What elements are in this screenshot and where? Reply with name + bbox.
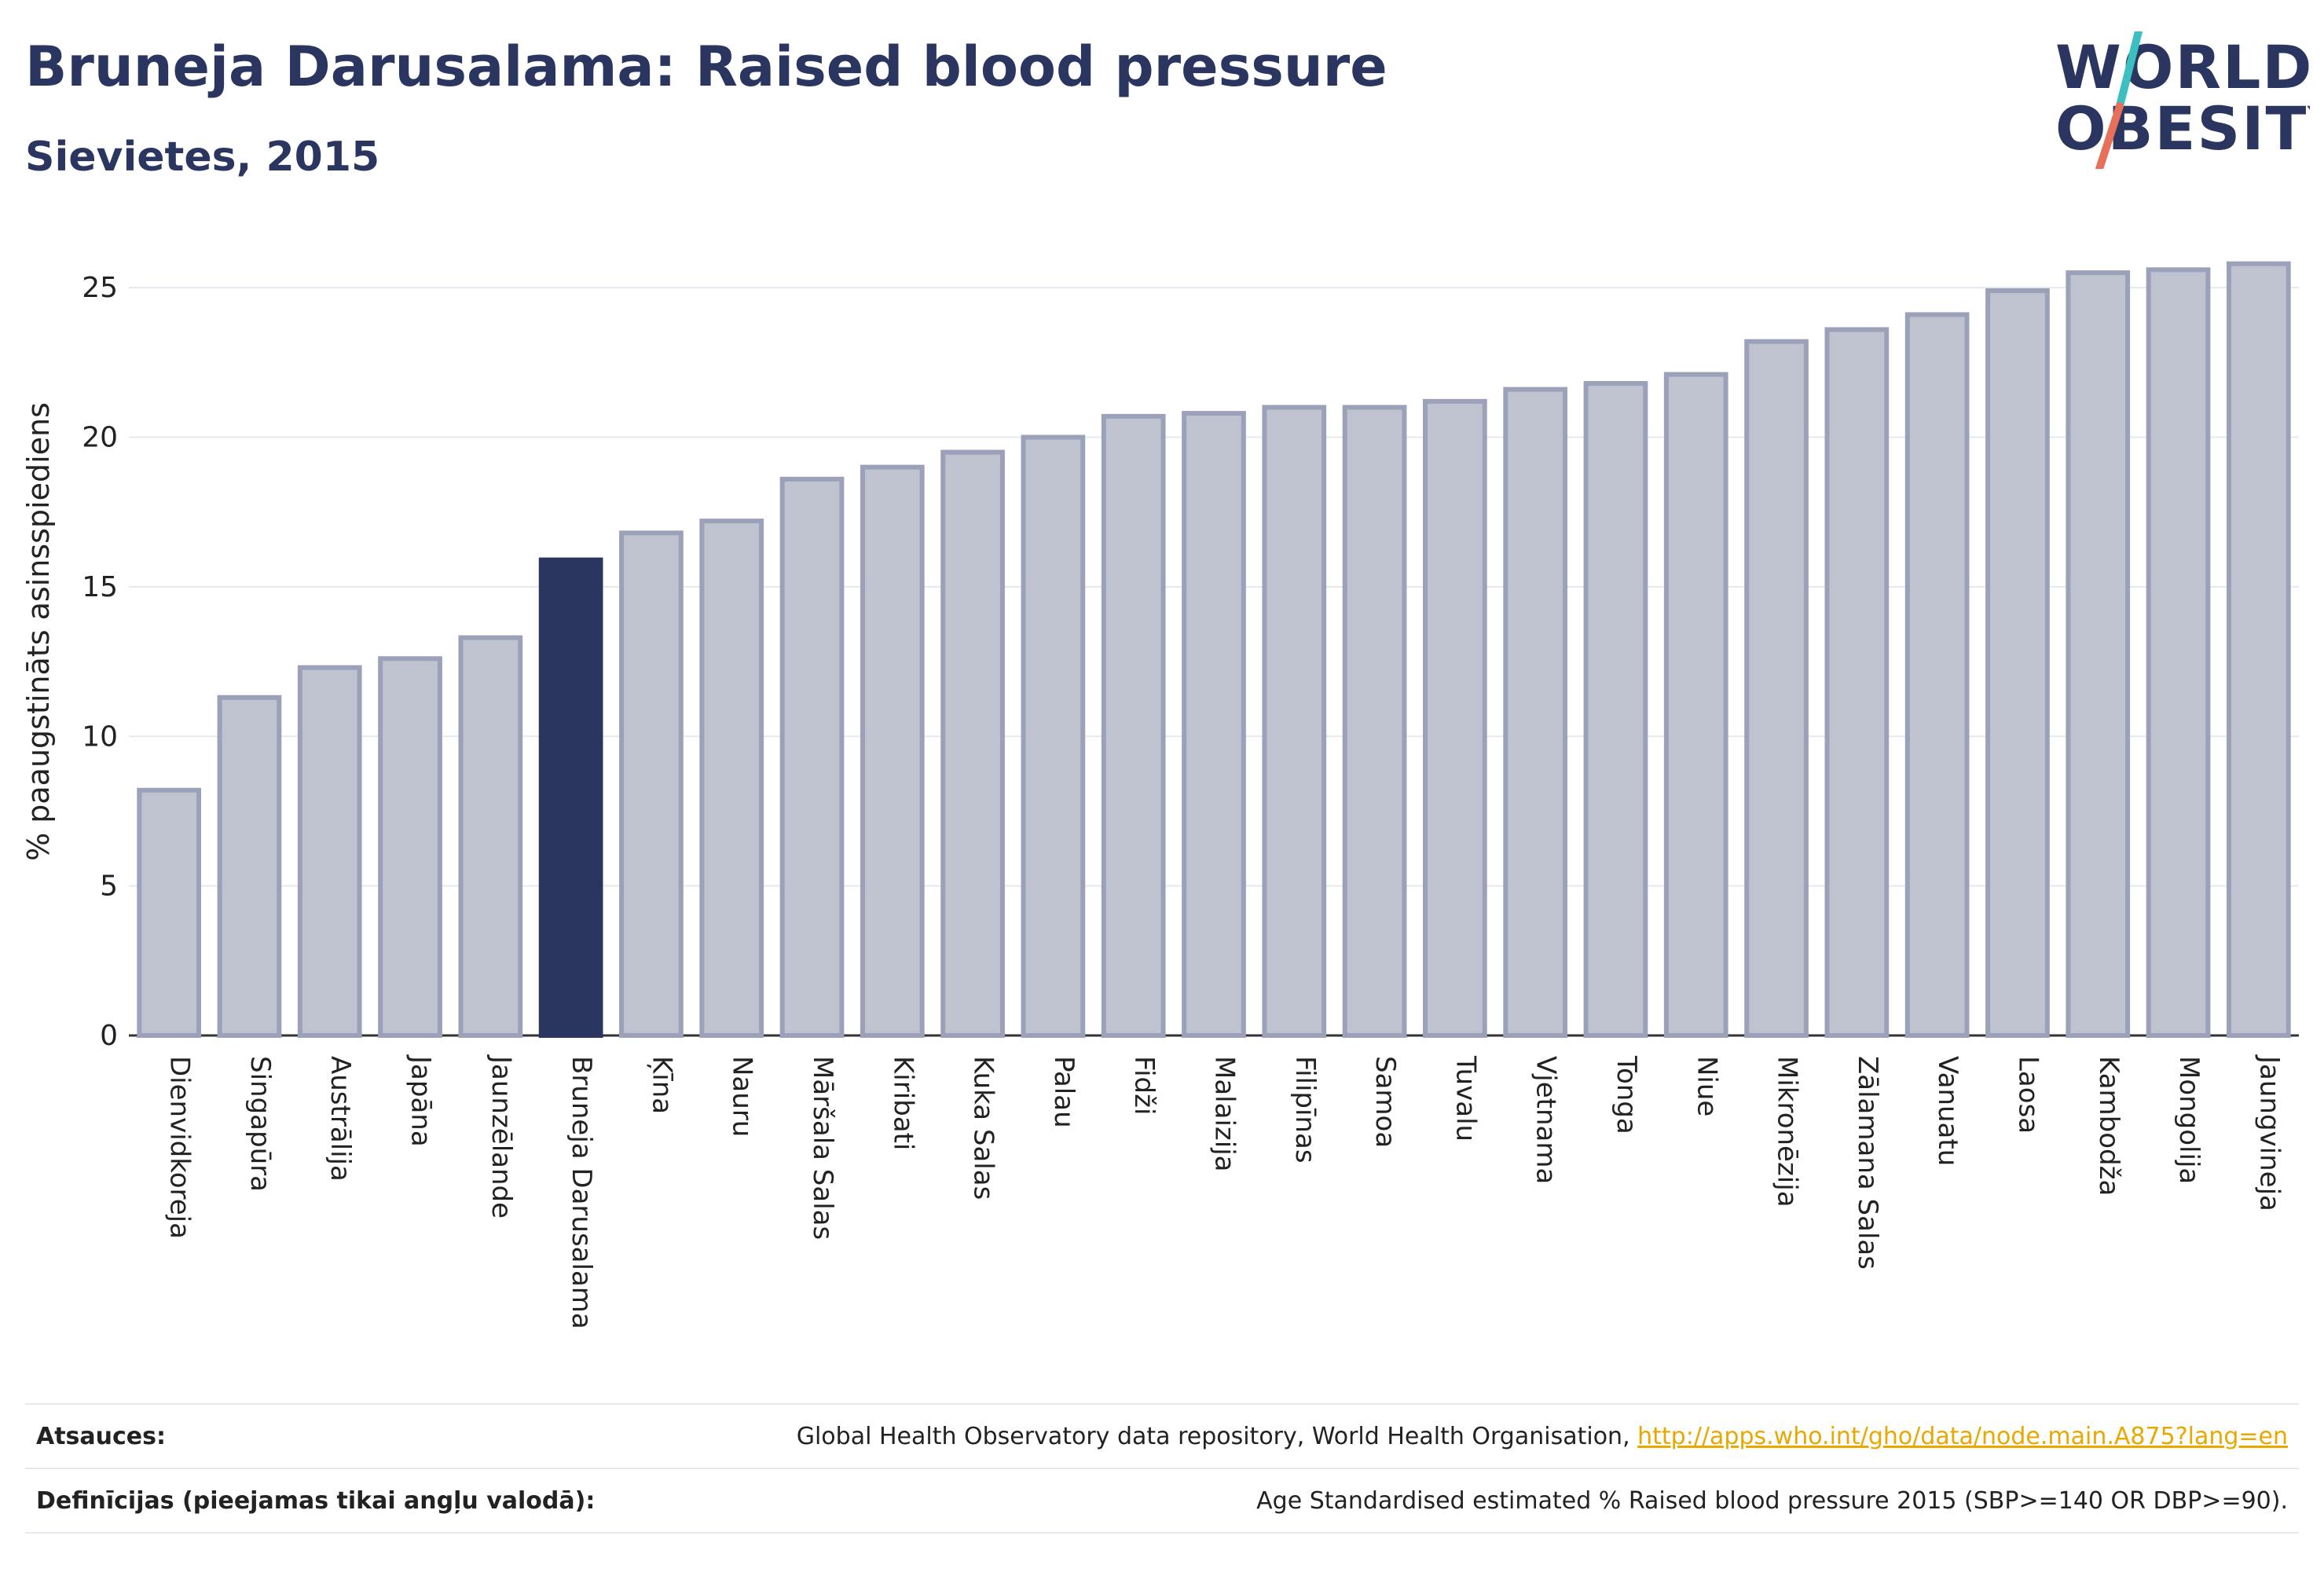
chart-subtitle: Sievietes, 2015 xyxy=(25,134,380,181)
definitions-label: Definīcijas (pieejamas tikai angļu valod… xyxy=(36,1486,596,1515)
bar xyxy=(137,787,201,1038)
x-category-label: Palau xyxy=(1048,1056,1080,1128)
y-axis-label: % paaugstināts asinsspiediens xyxy=(21,402,56,861)
footer-bottom-rule xyxy=(25,1532,2299,1534)
x-category-label: Fidži xyxy=(1128,1056,1160,1115)
x-category-label: Dienvidkoreja xyxy=(164,1056,196,1239)
x-category-label: Bruneja Darusalama xyxy=(566,1056,597,1329)
sources-link[interactable]: http://apps.who.int/gho/data/node.main.A… xyxy=(1637,1422,2288,1450)
bar xyxy=(699,519,764,1038)
bar xyxy=(2146,267,2211,1038)
bar xyxy=(458,635,523,1038)
x-category-label: Niue xyxy=(1691,1056,1722,1116)
y-tick-label: 25 xyxy=(82,272,118,304)
definitions-text: Age Standardised estimated % Raised bloo… xyxy=(1256,1486,2288,1515)
logo-line-1: WORLD xyxy=(2055,32,2310,102)
bar xyxy=(779,476,845,1038)
x-category-label: Samoa xyxy=(1369,1056,1401,1148)
x-category-label: Vanuatu xyxy=(1932,1056,1963,1166)
logo-slash-bottom xyxy=(2095,102,2124,169)
x-category-label: Japāna xyxy=(405,1054,437,1147)
bar xyxy=(2227,261,2291,1038)
x-category-label: Kuka Salas xyxy=(968,1056,999,1200)
bar-chart: 0 5 10 15 20 25 Dienvidkoreja Singapūra Austrāl… xyxy=(21,261,2299,1329)
y-tick-label: 20 xyxy=(82,422,118,454)
x-category-label: Malaizija xyxy=(1209,1056,1241,1171)
bar xyxy=(940,449,1005,1038)
bar xyxy=(1182,411,1246,1038)
x-category-label: Tonga xyxy=(1611,1055,1642,1134)
bar-layer xyxy=(137,261,2291,1039)
bar xyxy=(1985,288,2050,1038)
bar xyxy=(619,530,684,1038)
bar xyxy=(538,557,603,1038)
bar xyxy=(1101,413,1166,1038)
y-tick-label: 0 xyxy=(100,1020,118,1052)
sources-value: Global Health Observatory data repositor… xyxy=(797,1423,2299,1450)
y-tick-label: 10 xyxy=(82,720,118,753)
logo-line-2: OBESITY xyxy=(2055,93,2310,163)
sources-label: Atsauces: xyxy=(36,1422,166,1450)
x-category-label: Mongolija xyxy=(2173,1056,2205,1184)
sources-row: Atsauces: Global Health Observatory data… xyxy=(25,1403,2299,1468)
logo-slash-top xyxy=(2116,31,2143,110)
world-obesity-logo: WORLD OBESITY xyxy=(2055,31,2310,169)
bar xyxy=(297,665,362,1038)
x-category-label: Laosa xyxy=(2012,1056,2044,1134)
x-category-label: Vjetnama xyxy=(1530,1056,1562,1184)
bar xyxy=(1423,398,1487,1038)
bar xyxy=(2066,270,2131,1039)
y-tick-layer: 0 5 10 15 20 25 xyxy=(82,272,118,1052)
bar xyxy=(1663,372,1728,1038)
bar xyxy=(860,464,925,1038)
x-category-label: Ķīna xyxy=(646,1056,677,1114)
bar xyxy=(1262,405,1327,1038)
x-category-layer: Dienvidkoreja Singapūra Austrālija Japāna Ja… xyxy=(164,1054,2286,1329)
x-category-label: Filipīnas xyxy=(1289,1056,1321,1164)
x-category-label: Kambodža xyxy=(2093,1056,2124,1196)
bar xyxy=(378,656,442,1038)
x-category-label: Jaunzēlande xyxy=(486,1054,517,1219)
bar xyxy=(1904,312,1970,1039)
x-category-label: Mikronēzija xyxy=(1772,1056,1803,1208)
x-category-label: Austrālija xyxy=(324,1056,356,1182)
chart-title: Bruneja Darusalama: Raised blood pressur… xyxy=(25,35,1387,99)
x-category-label: Māršala Salas xyxy=(807,1056,838,1240)
bar xyxy=(217,695,282,1038)
bar xyxy=(1021,434,1086,1038)
x-category-label: Zālamana Salas xyxy=(1852,1056,1883,1270)
x-category-label: Tuvalu xyxy=(1450,1055,1481,1142)
x-category-label: Singapūra xyxy=(244,1056,276,1192)
sources-text: Global Health Observatory data repositor… xyxy=(796,1422,1638,1450)
x-category-label: Kiribati xyxy=(887,1056,918,1150)
x-category-label: Jaungvineja xyxy=(2253,1054,2285,1211)
y-tick-label: 15 xyxy=(82,571,118,603)
bar xyxy=(1583,380,1648,1039)
bar xyxy=(1342,405,1407,1038)
x-category-label: Nauru xyxy=(727,1056,758,1137)
y-tick-label: 5 xyxy=(100,870,118,903)
bar xyxy=(1744,339,1809,1039)
definitions-row: Definīcijas (pieejamas tikai angļu valod… xyxy=(25,1468,2299,1532)
bar xyxy=(1824,327,1890,1038)
bar xyxy=(1503,387,1568,1039)
